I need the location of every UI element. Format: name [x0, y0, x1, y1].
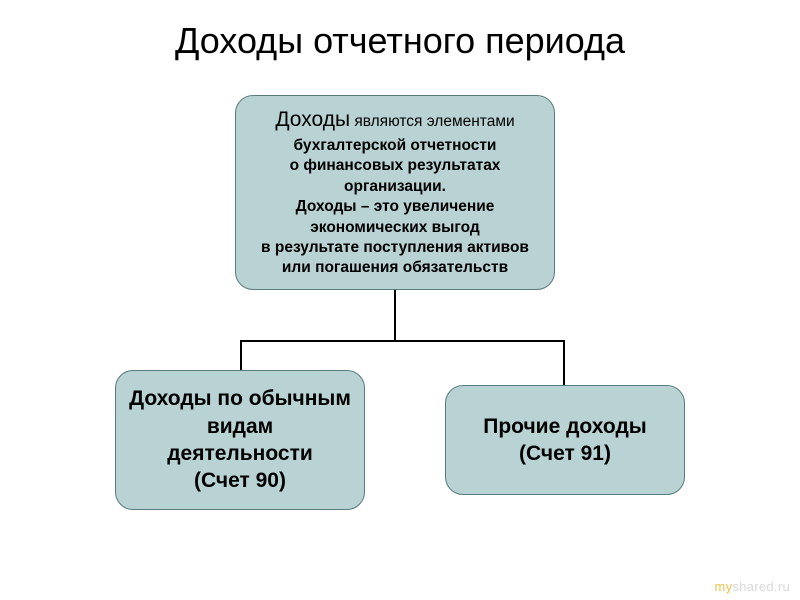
watermark-rest: shared.ru [732, 579, 790, 594]
node-root-lead-word: Доходы [275, 108, 350, 131]
connector-hbar [240, 340, 565, 342]
watermark: myshared.ru [714, 579, 790, 594]
node-root-lead-rest: являются элементами [350, 113, 515, 130]
watermark-prefix: my [714, 579, 732, 594]
node-root: Доходы являются элементами бухгалтерской… [235, 95, 555, 290]
node-left-label: Доходы по обычнымвидамдеятельности(Счет … [128, 385, 352, 494]
connector-right [563, 340, 565, 385]
connector-left [240, 340, 242, 370]
node-root-body: бухгалтерской отчетностио финансовых рез… [248, 136, 542, 279]
node-root-lead: Доходы являются элементами [248, 106, 542, 134]
node-right: Прочие доходы(Счет 91) [445, 385, 685, 495]
connector-stem [394, 290, 396, 340]
page-title: Доходы отчетного периода [0, 20, 800, 62]
node-left: Доходы по обычнымвидамдеятельности(Счет … [115, 370, 365, 510]
node-right-label: Прочие доходы(Счет 91) [458, 413, 672, 468]
